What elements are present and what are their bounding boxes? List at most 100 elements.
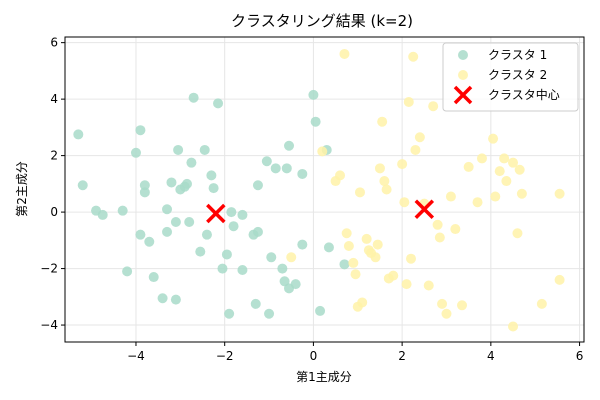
cluster-2-point [494,166,505,177]
cluster-1-point [201,229,212,240]
cluster-2-point [381,184,392,195]
cluster-1-point [130,147,141,158]
cluster-2-point [554,188,565,199]
cluster-1-point [199,144,210,155]
x-tick-label: 4 [487,349,495,363]
cluster-1-point [339,259,350,270]
cluster-2-point [476,153,487,164]
legend-x-marker [453,85,473,105]
cluster-1-point [266,252,277,263]
cluster-2-point [286,252,297,263]
cluster-1-point [237,209,248,220]
cluster-2-point [403,96,414,107]
cluster-2-point [508,157,519,168]
cluster-1-point [270,163,281,174]
cluster-1-point [252,180,263,191]
cluster-1-point [310,116,321,127]
cluster-2-point [472,197,483,208]
cluster-2-point [501,176,512,187]
cluster-2-point [339,48,350,59]
cluster-1-point [217,263,228,274]
legend-box [442,42,579,112]
cluster-1-point [170,294,181,305]
cluster-1-point [213,98,224,109]
legend-item: クラスタ 1 [458,48,547,62]
cluster-2-point [488,133,499,144]
cluster-2-point [399,197,410,208]
axis-ticks: −4 −2 0 2 4 6 −4 −2 0 2 4 6 [40,36,583,363]
cluster-1-point [166,177,177,188]
cluster-1-point [162,204,173,215]
cluster-2-point [450,224,461,235]
cluster-2-point [437,298,448,309]
cluster-1-point [181,178,192,189]
cluster-2-point [414,132,425,143]
cluster-2-point [379,176,390,187]
cluster-1-point [195,246,206,257]
legend: クラスタ 1 クラスタ 2 クラスタ中心 [442,42,579,112]
y-axis-label: 第2主成分 [15,161,29,217]
cluster-2-point [514,164,525,175]
cluster-2-point [397,159,408,170]
cluster-1-point [237,264,248,275]
y-tick-label: 2 [50,149,58,163]
cluster-1-point [252,226,263,237]
cluster-1-point [135,125,146,136]
cluster-2-point [445,191,456,202]
y-tick-label: 4 [50,92,58,106]
cluster-1-point [221,249,232,260]
cluster-1-point [148,272,159,283]
cluster-2-point [388,270,399,281]
cluster-1-point [224,308,235,319]
x-tick-label: 6 [576,349,584,363]
cluster-2-point [423,280,434,291]
cluster-2-point [516,188,527,199]
legend-marker [458,70,468,80]
cluster-1-point [157,293,168,304]
cluster-2-point [341,228,352,239]
cluster-2-point [401,279,412,290]
cluster-2-point [357,297,368,308]
cluster-2-point [457,300,468,311]
cluster-1-point [297,239,308,250]
cluster-2-point [428,101,439,112]
cluster-1-point [77,180,88,191]
x-tick-label: 2 [398,349,406,363]
cluster-1-point [144,236,155,247]
cluster-1-point [206,170,217,181]
cluster-1-point [308,89,319,100]
cluster-2-point [372,239,383,250]
cluster-2-point [406,253,416,264]
legend-label: クラスタ 2 [488,68,547,82]
cluster-1-point [173,144,184,155]
x-tick-label: 0 [310,349,318,363]
data-points [73,48,565,332]
cluster-1-point [250,298,261,309]
cluster-1-point [135,229,146,240]
cluster-1-point [277,263,288,274]
cluster-2-point [554,274,565,285]
cluster-2-point [343,240,354,251]
cluster-1-point [297,168,308,179]
cluster-1-point [139,187,150,198]
cluster-1-point [170,216,181,227]
cluster-1-point [184,216,195,227]
cluster-2-point [512,228,523,239]
cluster-2-point [499,153,510,164]
legend-marker [458,50,468,60]
y-tick-label: −2 [40,262,58,276]
cluster-1-point [186,157,197,168]
cluster-2-point [350,269,361,280]
cluster-center-marker [414,199,435,220]
cluster-2-point [536,298,547,309]
cluster-2-point [370,252,381,263]
cluster-1-point [117,205,128,216]
cluster-1-point [264,308,275,319]
cluster-2-point [354,187,365,198]
cluster-1-point [188,92,199,103]
cluster-2-point [441,308,452,319]
cluster-1-point [139,180,150,191]
cluster-1-point [323,242,334,253]
x-axis-label: 第1主成分 [296,370,352,384]
